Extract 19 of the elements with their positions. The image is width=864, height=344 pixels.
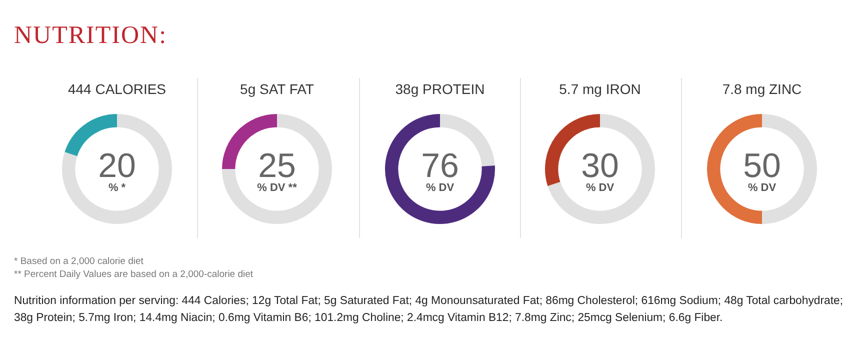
text: Nutrition information per serving: 444 Calories; 12g Total Fat; 5g Saturated Fat; 4g Monounsaturated Fat; 86mg Cholesterol; 616mg Sodium; 48g Total carbohydrate; 38g Protein; 5.7mg Iron; 14.4mg Niacin; 0.6mg Vitamin B6; 101.2mg Choline; 2.4mcg Vitamin B12; 7.8mg Zinc; 25mcg Selenium; 6.6g Fiber. [14,294,844,326]
text: % DV [426,182,455,194]
text: % * [108,182,126,194]
text: % DV ** [257,182,298,194]
data-label: 20 [98,147,136,185]
data-label: 25 [258,147,296,185]
text: * Based on a 2,000 calorie diet [14,256,144,267]
data-label: 76 [421,147,459,185]
data-label: 30 [581,147,619,185]
chart-title: 5g SAT FAT [239,80,315,99]
chart-title: 444 CALORIES [66,80,168,99]
data-label: 50 [743,147,781,185]
text: NUTRITION: [14,22,168,50]
chart-title: 7.8 mg ZINC [721,80,803,99]
text: % DV [748,182,777,194]
text: ** Percent Daily Values are based on a 2,000-calorie diet [14,269,254,280]
text: % DV [586,182,615,194]
chart-title: 5.7 mg IRON [558,80,642,99]
chart-title: 38g PROTEIN [394,80,486,99]
